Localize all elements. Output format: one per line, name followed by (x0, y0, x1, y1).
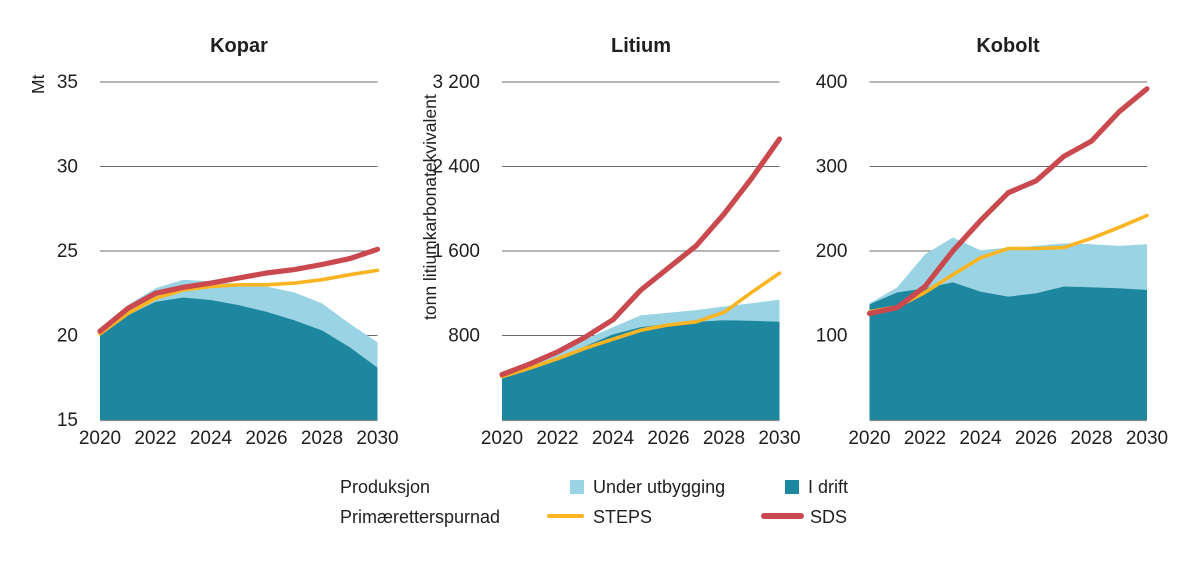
chart-litium: 3 200 2 400 1 600 800 2020 2022 2024 2026 2028 20… (432, 72, 800, 449)
steps-line-icon (547, 514, 584, 518)
ytick-label: 300 (816, 157, 848, 178)
legend-group-produksjon: Produksjon (340, 477, 431, 497)
line-sds (866, 86, 1150, 317)
under-utbygging-swatch-icon (570, 480, 584, 494)
xtick-label: 2022 (134, 428, 176, 449)
chart-title-kopar: Kopar (210, 35, 268, 57)
xtick-label: 2028 (301, 428, 343, 449)
xtick-label: 2020 (79, 428, 121, 449)
i-drift-swatch-icon (785, 480, 799, 494)
y-axis-unit-litium: tonn litiumkarbonatekvivalent (420, 94, 440, 321)
xtick-label: 2026 (1015, 428, 1057, 449)
line-steps (500, 271, 782, 379)
ytick-label: 30 (57, 157, 78, 178)
xtick-label: 2022 (536, 428, 578, 449)
xtick-label: 2024 (592, 428, 635, 449)
ytick-label: 100 (816, 326, 848, 347)
area-i-drift (100, 297, 378, 420)
area-i-drift (502, 320, 780, 420)
ytick-label: 1 600 (432, 241, 480, 262)
xtick-label: 2030 (758, 428, 800, 449)
xtick-label: 2030 (356, 428, 398, 449)
chart-title-litium: Litium (611, 35, 671, 57)
xtick-label: 2022 (904, 428, 946, 449)
xtick-label: 2030 (1126, 428, 1168, 449)
xtick-label: 2024 (190, 428, 233, 449)
ytick-label: 3 200 (432, 72, 480, 93)
line-steps (98, 268, 380, 336)
xtick-label: 2026 (647, 428, 689, 449)
ytick-label: 25 (57, 241, 78, 262)
line-sds (499, 136, 783, 378)
xtick-label: 2024 (959, 428, 1002, 449)
xtick-label: 2028 (703, 428, 745, 449)
legend-item-sds: SDS (810, 507, 848, 527)
y-axis-unit-kopar: Mt (28, 74, 48, 94)
ytick-label: 15 (57, 410, 78, 431)
sds-line-icon (761, 513, 804, 519)
chart-title-kobolt: Kobolt (976, 35, 1040, 57)
legend-item-i-drift: I drift (808, 477, 849, 497)
ytick-label: 800 (448, 326, 480, 347)
area-i-drift (869, 282, 1147, 420)
ytick-label: 2 400 (432, 157, 480, 178)
ytick-label: 400 (816, 72, 848, 93)
area-under-utbygging (100, 279, 378, 368)
legend-item-steps: STEPS (593, 507, 653, 527)
legend-group-primaeretterspurnad: Primæretterspurnad (340, 507, 501, 527)
xtick-label: 2026 (245, 428, 287, 449)
area-under-utbygging (869, 237, 1147, 305)
line-sds (97, 246, 381, 334)
xtick-label: 2020 (848, 428, 890, 449)
line-steps (867, 213, 1149, 314)
ytick-label: 35 (57, 72, 78, 93)
legend-item-under-utbygging: Under utbygging (593, 477, 726, 497)
ytick-label: 20 (57, 326, 78, 347)
ytick-label: 200 (816, 241, 848, 262)
xtick-label: 2028 (1070, 428, 1112, 449)
xtick-label: 2020 (481, 428, 523, 449)
chart-kobolt: 400 300 200 100 2020 2022 2024 2026 2028 2030 (816, 72, 1168, 449)
